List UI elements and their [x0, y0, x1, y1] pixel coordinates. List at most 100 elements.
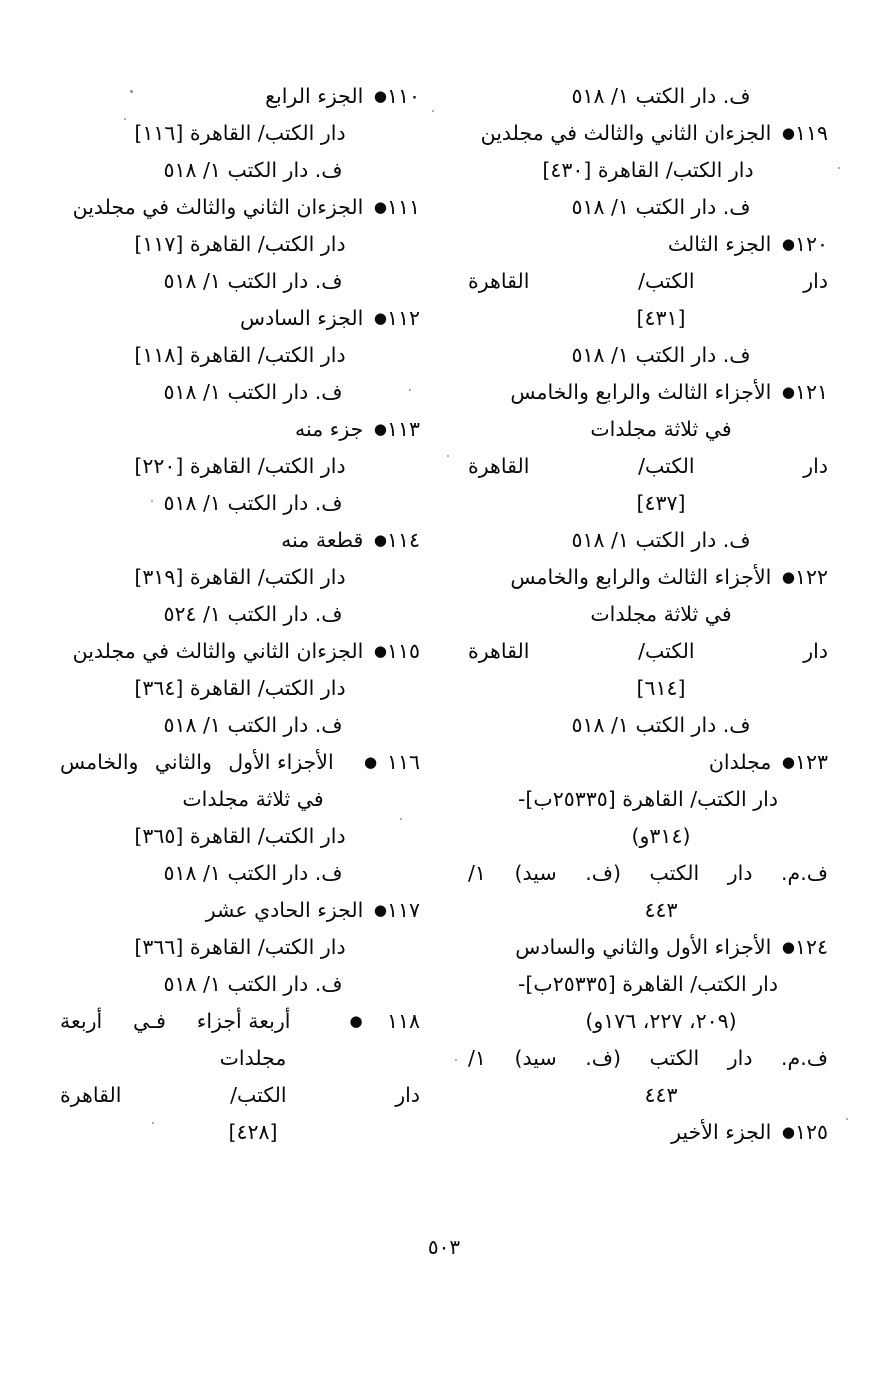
- catalogue-detail-line: دار الكتب/ القاهرة [٢٢٠]: [134, 454, 346, 478]
- scan-speck: [151, 500, 153, 502]
- catalogue-detail-line: دار الكتب/ القاهرة [١١٧]: [134, 232, 346, 256]
- entry-bullet-icon: ●: [373, 198, 387, 216]
- catalogue-entry-heading: ١٢٢● الأجزاء الثالث والرابع والخامس: [468, 559, 828, 596]
- catalogue-detail-line: ف. دار الكتب ١/ ٥١٨: [163, 269, 343, 293]
- scan-speck: [846, 1118, 848, 1120]
- entry-number: ١١٤: [386, 528, 420, 552]
- entry-title: الجزءان الثاني والثالث في مجلدين: [480, 121, 772, 145]
- catalogue-detail-line: ف. دار الكتب ١/ ٥١٨: [571, 528, 751, 552]
- catalogue-detail-line: ف. دار الكتب ١/ ٥١٨: [163, 380, 343, 404]
- catalogue-detail-line: [٤٣١]: [636, 306, 686, 330]
- entry-number: ١١٩: [794, 121, 828, 145]
- catalogue-detail-line: دار الكتب/ القاهرة: [468, 454, 828, 478]
- catalogue-detail-line: ف. دار الكتب ١/ ٥١٨: [571, 343, 751, 367]
- catalogue-detail-line: [٤٢٨]: [228, 1120, 278, 1144]
- entry-number: ١١٥: [386, 639, 420, 663]
- catalogue-detail-line: ف. دار الكتب ١/ ٥١٨: [163, 972, 343, 996]
- scan-speck: [152, 1122, 154, 1124]
- entry-bullet-icon: ●: [373, 531, 387, 549]
- catalogue-detail-line: (٢٠٩، ٢٢٧، ١٧٦و): [585, 1009, 737, 1033]
- catalogue-detail-line: دار الكتب/ القاهرة [٣٦٥]: [134, 824, 346, 848]
- entry-number: ١٢٢: [794, 565, 828, 589]
- entry-title: مجلدان: [708, 750, 772, 774]
- catalogue-detail-line: دار الكتب/ القاهرة [٤٣٠]: [542, 158, 754, 182]
- catalogue-detail-line: [٤٣٧]: [636, 491, 686, 515]
- entry-title: الجزءان الثاني والثالث في مجلدين: [72, 195, 364, 219]
- entry-number: ١٢٣: [794, 750, 828, 774]
- entry-bullet-icon: ●: [325, 1012, 387, 1030]
- catalogue-detail-line: ف.م. دار الكتب (ف. سيد) ١/: [468, 861, 828, 885]
- catalogue-detail-line: ٤٤٣: [644, 1083, 678, 1107]
- catalogue-detail-line: دار الكتب/ القاهرة [١١٨]: [134, 343, 346, 367]
- scan-speck: [432, 110, 434, 112]
- catalogue-entry-heading: ١٢٥● الجزء الأخير: [468, 1114, 828, 1151]
- entry-number: ١٢٠: [794, 232, 828, 256]
- catalogue-detail-line: دار الكتب/ القاهرة [٢٥٣٣٥ب]-: [518, 787, 778, 811]
- catalogue-detail-line: ف. دار الكتب ١/ ٥١٨: [571, 84, 751, 108]
- catalogue-detail-line: (٣١٤و): [631, 824, 691, 848]
- catalogue-detail-line: ف. دار الكتب ١/ ٥١٨: [163, 158, 343, 182]
- entry-number: ١١٠: [386, 84, 420, 108]
- catalogue-detail-line: دار الكتب/ القاهرة: [60, 1083, 420, 1107]
- catalogue-entry-heading: ١١٤● قطعة منه: [60, 522, 420, 559]
- scan-speck: [409, 389, 411, 391]
- entry-number: ١٢٥: [794, 1120, 828, 1144]
- scan-speck: [124, 118, 126, 120]
- entry-title: الجزء الرابع: [265, 84, 364, 108]
- catalogue-detail-line: ف. دار الكتب ١/ ٥١٨: [163, 491, 343, 515]
- entry-title: الجزء الحادي عشر: [205, 898, 364, 922]
- entry-bullet-icon: ●: [781, 938, 795, 956]
- entry-title: الأجزاء الأول والثاني والخامس: [60, 750, 334, 774]
- entry-number: ١٢٤: [794, 935, 828, 959]
- catalogue-detail-line: [٦١٤]: [636, 676, 686, 700]
- catalogue-detail-line: ف. دار الكتب ١/ ٥٢٤: [163, 602, 343, 626]
- left-column: ف. دار الكتب ١/ ٥١٨ ١١٩● الجزءان الثاني و…: [468, 78, 828, 1188]
- catalogue-entry-heading: ١٢١● الأجزاء الثالث والرابع والخامس: [468, 374, 828, 411]
- entry-bullet-icon: ●: [781, 124, 795, 142]
- entry-bullet-icon: ●: [373, 309, 387, 327]
- catalogue-detail-line: ف. دار الكتب ١/ ٥١٨: [163, 861, 343, 885]
- catalogue-detail-line: مجلدات: [219, 1046, 287, 1070]
- entry-number: ١١٧: [386, 898, 420, 922]
- right-column: ١١٠● الجزء الرابع دار الكتب/ القاهرة [١١٦…: [60, 78, 420, 1188]
- entry-bullet-icon: ●: [781, 235, 795, 253]
- catalogue-detail-line: ف. دار الكتب ١/ ٥١٨: [571, 195, 751, 219]
- entry-number: ١١٨: [386, 1009, 420, 1033]
- entry-bullet-icon: ●: [373, 420, 387, 438]
- catalogue-detail-line: في ثلاثة مجلدات: [590, 602, 732, 626]
- catalogue-entry-heading: ١١٣● جزء منه: [60, 411, 420, 448]
- page-folio-number: ٥٠٣: [427, 1235, 461, 1259]
- catalogue-entry-heading: ١٢٠● الجزء الثالث: [468, 226, 828, 263]
- entry-bullet-icon: ●: [354, 753, 387, 771]
- scan-speck: [400, 818, 402, 820]
- catalogue-entry-heading: ١٢٣● مجلدان: [468, 744, 828, 781]
- entry-bullet-icon: ●: [781, 383, 795, 401]
- entry-number: ١١٣: [386, 417, 420, 441]
- catalogue-entry-heading: ١١٢● الجزء السادس: [60, 300, 420, 337]
- two-column-body: ف. دار الكتب ١/ ٥١٨ ١١٩● الجزءان الثاني و…: [60, 78, 828, 1188]
- entry-number: ١١٢: [386, 306, 420, 330]
- catalogue-entry-heading: ١١٧● الجزء الحادي عشر: [60, 892, 420, 929]
- scan-speck: [455, 1059, 457, 1061]
- catalogue-entry-heading: ١١٦● الأجزاء الأول والثاني والخامس: [60, 744, 420, 781]
- entry-title: الأجزاء الثالث والرابع والخامس: [510, 380, 772, 404]
- entry-bullet-icon: ●: [781, 1123, 795, 1141]
- scan-speck: [130, 90, 133, 93]
- catalogue-detail-line: دار الكتب/ القاهرة [١١٦]: [134, 121, 346, 145]
- entry-number: ١٢١: [794, 380, 828, 404]
- catalogue-detail-line: دار الكتب/ القاهرة [٢٥٣٣٥ب]-: [518, 972, 778, 996]
- entry-bullet-icon: ●: [373, 87, 387, 105]
- entry-title: الجزءان الثاني والثالث في مجلدين: [72, 639, 364, 663]
- catalogue-entry-heading: ١١٥● الجزءان الثاني والثالث في مجلدين: [60, 633, 420, 670]
- entry-title: جزء منه: [295, 417, 364, 441]
- catalogue-detail-line: في ثلاثة مجلدات: [590, 417, 732, 441]
- catalogue-detail-line: دار الكتب/ القاهرة [٣٦٦]: [134, 935, 346, 959]
- entry-title: أربعة أجزاء فـي أربعة: [60, 1009, 291, 1033]
- catalogue-detail-line: دار الكتب/ القاهرة: [468, 269, 828, 293]
- entry-bullet-icon: ●: [373, 642, 387, 660]
- entry-bullet-icon: ●: [781, 568, 795, 586]
- entry-bullet-icon: ●: [373, 901, 387, 919]
- catalogue-entry-heading: ١١٨● أربعة أجزاء فـي أربعة: [60, 1003, 420, 1040]
- catalogue-detail-line: ف. دار الكتب ١/ ٥١٨: [163, 713, 343, 737]
